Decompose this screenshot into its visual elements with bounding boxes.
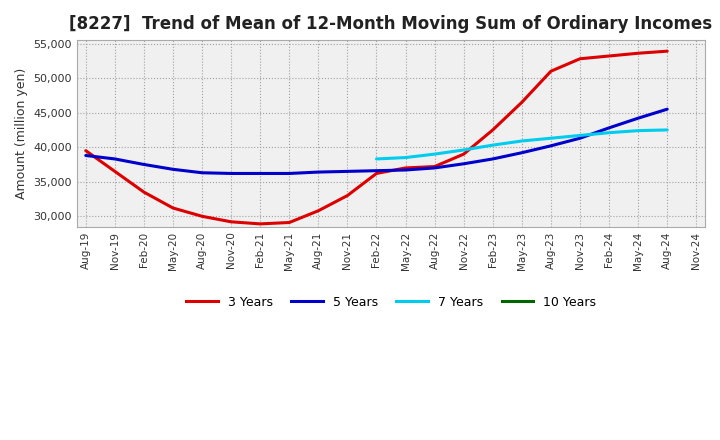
Y-axis label: Amount (million yen): Amount (million yen): [15, 68, 28, 199]
Legend: 3 Years, 5 Years, 7 Years, 10 Years: 3 Years, 5 Years, 7 Years, 10 Years: [181, 291, 600, 314]
Title: [8227]  Trend of Mean of 12-Month Moving Sum of Ordinary Incomes: [8227] Trend of Mean of 12-Month Moving …: [69, 15, 713, 33]
